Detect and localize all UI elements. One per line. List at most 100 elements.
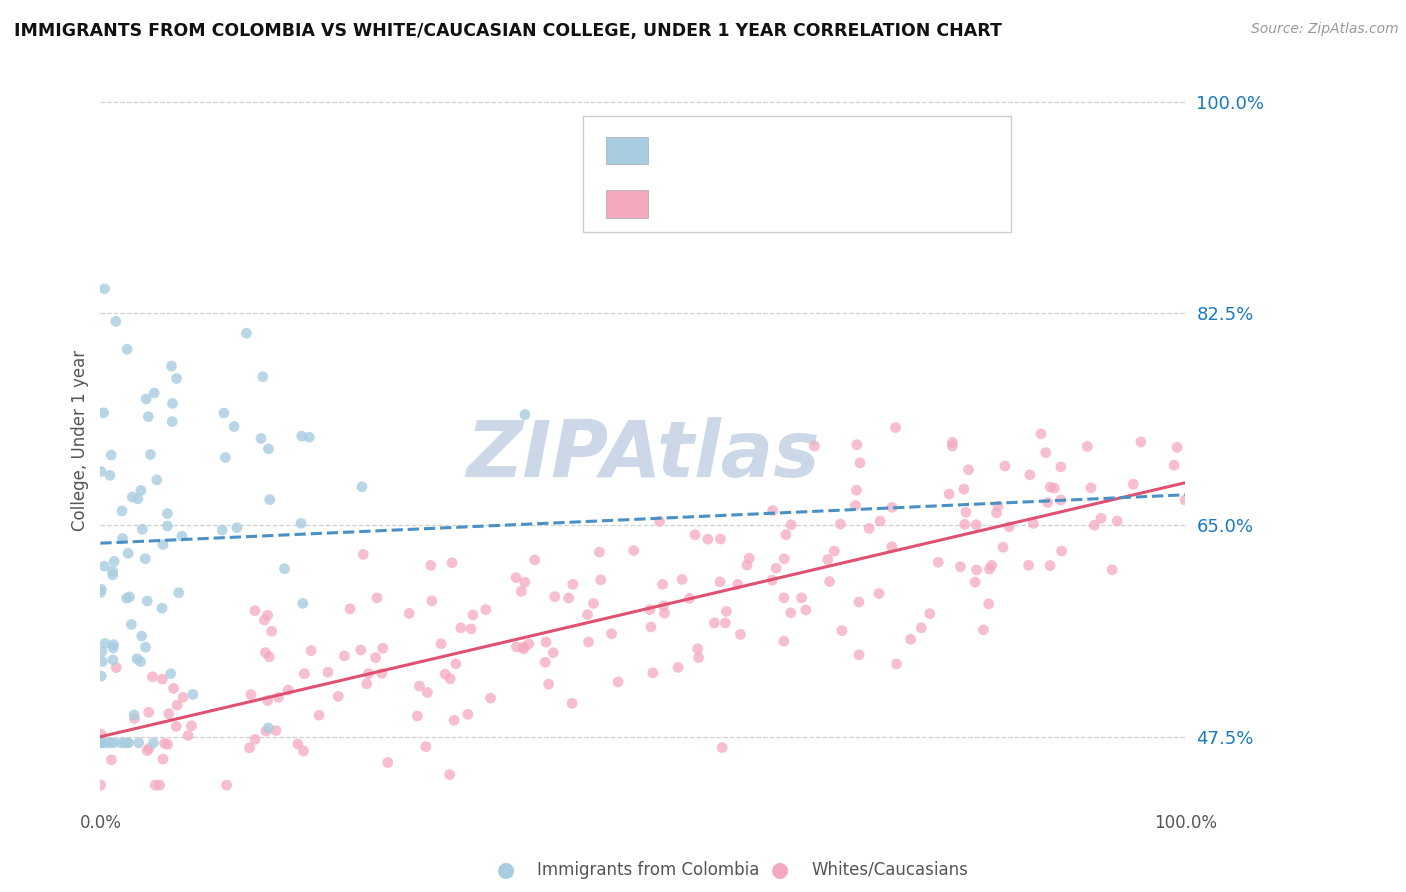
Point [177,729,200,743]
Point [1049,459,1071,474]
Point [623,543,645,558]
Point [1083,518,1105,533]
Point [238,740,260,755]
Point [91,736,114,750]
Point [849,456,872,470]
Point [235,326,257,340]
Point [114,736,136,750]
Point [986,506,1008,520]
Point [949,559,972,574]
Point [980,558,1002,573]
Text: ZIPAtlas: ZIPAtlas [467,417,820,493]
Point [291,429,314,443]
Point [91,655,114,669]
Point [882,500,904,515]
Point [434,667,457,681]
Point [408,679,430,693]
Point [152,537,174,551]
Point [101,567,124,582]
Point [100,448,122,462]
Point [1029,426,1052,441]
Point [652,599,675,613]
Point [886,657,908,671]
Point [93,559,115,574]
Point [910,621,932,635]
Point [823,544,845,558]
Point [115,343,138,357]
Point [953,482,976,496]
Point [125,652,148,666]
Point [761,573,783,587]
Point [252,369,274,384]
Point [316,665,339,680]
Point [371,641,394,656]
Point [298,430,321,444]
Point [122,708,145,723]
Point [994,458,1017,473]
Point [153,736,176,750]
Point [104,314,127,328]
Point [156,507,179,521]
Point [167,585,190,599]
Point [118,590,141,604]
Text: R =: R = [661,194,699,213]
Point [138,409,160,424]
Point [170,529,193,543]
Point [117,546,139,560]
Point [505,571,527,585]
Point [166,371,188,385]
Point [651,577,673,591]
Point [254,724,277,739]
Point [1043,481,1066,495]
Point [848,648,870,662]
Point [991,541,1014,555]
Point [90,465,112,479]
Point [918,607,941,621]
Text: 84: 84 [889,142,920,160]
Point [150,601,173,615]
Point [1039,480,1062,494]
Point [965,575,987,590]
Point [141,670,163,684]
Point [224,419,246,434]
Point [830,516,852,531]
Point [686,641,709,656]
Point [790,591,813,605]
Point [357,666,380,681]
Point [257,442,280,456]
Point [561,697,583,711]
Point [350,480,373,494]
Point [589,573,612,587]
Point [941,435,963,450]
Point [441,556,464,570]
Point [534,635,557,649]
Point [773,551,796,566]
Point [165,719,187,733]
Point [90,645,112,659]
Point [671,573,693,587]
Text: R =: R = [661,142,699,160]
Point [762,503,785,517]
Point [510,584,533,599]
Point [160,359,183,373]
Point [957,463,980,477]
Point [264,723,287,738]
Point [977,597,1000,611]
Point [966,563,988,577]
Point [461,607,484,622]
Text: N =: N = [817,142,858,160]
Point [638,602,661,616]
Point [328,690,350,704]
Point [254,646,277,660]
Point [1090,511,1112,525]
Point [1166,440,1188,454]
Point [90,582,112,597]
Point [103,640,125,655]
Point [979,562,1001,576]
Point [181,687,204,701]
Point [1122,477,1144,491]
Point [716,604,738,618]
Point [100,753,122,767]
Point [89,585,111,599]
Point [267,690,290,705]
